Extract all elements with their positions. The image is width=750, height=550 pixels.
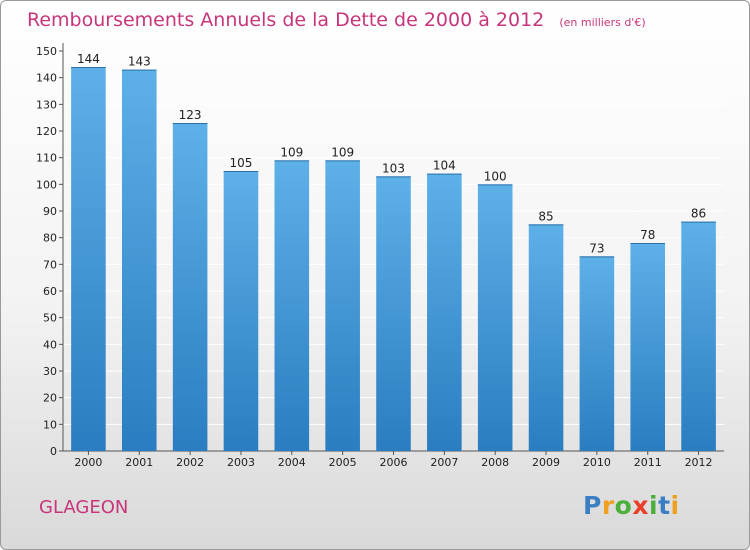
x-tick-label: 2012: [685, 456, 713, 469]
y-tick-label: 50: [43, 312, 57, 325]
y-tick-label: 90: [43, 205, 57, 218]
x-tick-label: 2003: [227, 456, 255, 469]
y-tick-label: 60: [43, 285, 57, 298]
x-tick-label: 2011: [634, 456, 662, 469]
bar-2004: [274, 160, 310, 452]
y-tick-label: 100: [36, 178, 57, 191]
value-label: 100: [484, 169, 507, 183]
y-tick-label: 140: [36, 72, 57, 85]
x-tick-label: 2002: [176, 456, 204, 469]
value-label: 104: [433, 159, 456, 173]
y-tick-label: 0: [50, 445, 57, 458]
logo-letter: i: [670, 491, 680, 520]
proxiti-logo[interactable]: Proxiti: [583, 491, 680, 520]
bar-2009: [528, 224, 564, 451]
bar-2007: [427, 173, 462, 451]
y-tick-label: 30: [43, 365, 57, 378]
value-label: 109: [331, 145, 354, 159]
bar-2011: [630, 243, 666, 451]
value-label: 78: [640, 228, 655, 242]
chart-title: Remboursements Annuels de la Dette de 20…: [27, 9, 545, 31]
x-tick-label: 2008: [481, 456, 509, 469]
x-tick-label: 2006: [380, 456, 408, 469]
x-tick-label: 2010: [583, 456, 611, 469]
labels: 144 2000 143 2001 123 2002 105 2003 109 2004 109 20…: [74, 52, 712, 469]
value-label: 85: [538, 209, 553, 223]
value-label: 103: [382, 161, 405, 175]
value-label: 73: [589, 241, 604, 255]
value-label: 144: [77, 52, 100, 66]
value-label: 86: [691, 207, 706, 221]
y-tick-label: 20: [43, 392, 57, 405]
y-tick-label: 40: [43, 338, 57, 351]
logo-letter: P: [583, 491, 602, 520]
logo-letter: t: [658, 491, 671, 520]
bar-2010: [579, 256, 615, 451]
value-label: 105: [230, 156, 253, 170]
x-tick-label: 2001: [125, 456, 153, 469]
x-tick-label: 2004: [278, 456, 306, 469]
chart-title-row: Remboursements Annuels de la Dette de 20…: [27, 9, 646, 31]
bar-2005: [325, 160, 360, 452]
x-tick-label: 2007: [430, 456, 458, 469]
x-tick-label: 2000: [74, 456, 102, 469]
bar-2008: [477, 184, 513, 452]
bar-2006: [376, 176, 411, 452]
y-tick-label: 80: [43, 232, 57, 245]
commune-name: GLAGEON: [39, 497, 129, 518]
y-tick-label: 120: [36, 125, 57, 138]
y-tick-label: 70: [43, 258, 57, 271]
value-label: 123: [179, 108, 202, 122]
chart-subtitle: (en milliers d'€): [559, 16, 646, 29]
bar-2012: [681, 221, 716, 451]
logo-letter: r: [601, 491, 615, 520]
y-tick-label: 130: [36, 98, 57, 111]
bars: [71, 67, 716, 452]
bar-2003: [223, 171, 259, 451]
y-tick-label: 10: [43, 418, 57, 431]
x-tick-label: 2009: [532, 456, 560, 469]
y-tick-label: 150: [36, 45, 57, 58]
bar-2002: [172, 123, 208, 451]
logo-letter: x: [632, 491, 649, 520]
bar-2000: [71, 67, 106, 451]
logo-letter: o: [614, 491, 633, 520]
y-tick-label: 110: [36, 152, 57, 165]
bar-2001: [121, 69, 157, 452]
value-label: 109: [280, 145, 303, 159]
value-label: 143: [128, 55, 151, 69]
x-tick-label: 2005: [329, 456, 357, 469]
logo-letter: i: [649, 491, 659, 520]
